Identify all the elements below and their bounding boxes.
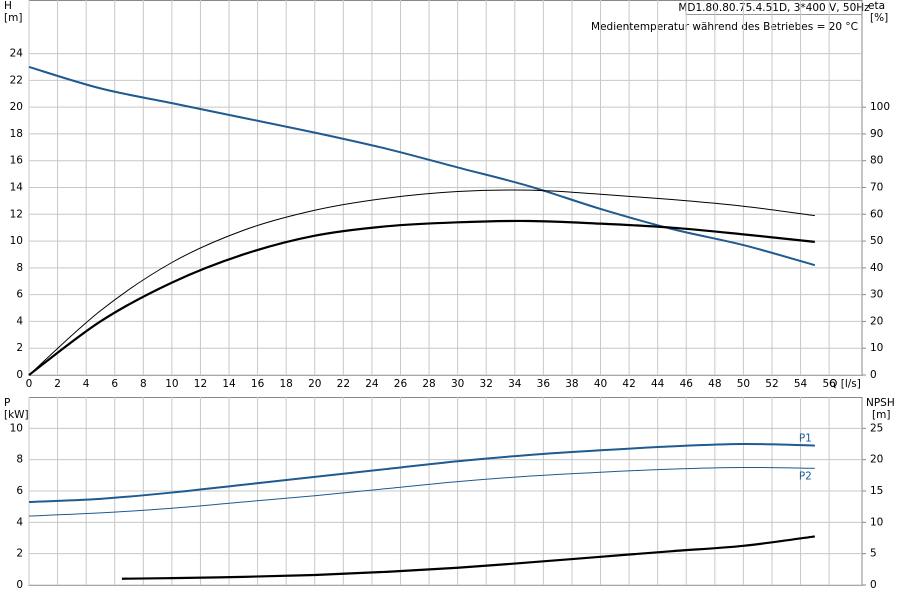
series-label: P1 — [799, 433, 812, 445]
y-tick-label: 10 — [10, 422, 23, 434]
x-tick-label: 38 — [565, 378, 578, 390]
y-tick-label: 8 — [16, 262, 23, 274]
series-line — [121, 535, 815, 580]
x-tick-label: 4 — [83, 378, 90, 390]
x-tick-label: 36 — [537, 378, 551, 390]
x-tick-label: 26 — [394, 378, 408, 390]
y-tick-label: 16 — [10, 155, 24, 167]
y2-tick-label: 90 — [870, 128, 883, 140]
y2-tick-label: 5 — [870, 548, 877, 560]
x-axis-label: Q [l/s] — [829, 378, 861, 390]
y2-tick-label: 30 — [870, 289, 883, 301]
y-tick-label: 0 — [16, 369, 23, 381]
y2-axis-unit: [m] — [872, 409, 890, 421]
x-tick-label: 42 — [622, 378, 635, 390]
y2-tick-label: 20 — [870, 315, 883, 327]
x-tick-label: 12 — [194, 378, 207, 390]
y2-axis-unit: [%] — [870, 12, 888, 24]
x-tick-label: 54 — [794, 378, 808, 390]
series-line — [28, 219, 815, 376]
x-tick-label: 0 — [26, 378, 33, 390]
y-tick-label: 6 — [16, 289, 23, 301]
series-line — [28, 442, 815, 503]
chart-subtitle: Medientemperatur während des Betriebes =… — [591, 21, 858, 33]
x-tick-label: 22 — [337, 378, 350, 390]
y2-axis-label: eta — [868, 0, 885, 12]
x-tick-label: 18 — [279, 378, 292, 390]
x-tick-label: 32 — [480, 378, 493, 390]
y-axis-unit: [m] — [4, 12, 22, 24]
y-tick-label: 6 — [16, 485, 23, 497]
y2-tick-label: 15 — [870, 485, 883, 497]
chart-title: MD1.80.80.75.4.51D, 3*400 V, 50Hz — [678, 2, 870, 14]
y-tick-label: 8 — [16, 454, 23, 466]
x-tick-label: 50 — [737, 378, 750, 390]
y2-tick-label: 10 — [870, 342, 883, 354]
y-tick-label: 2 — [16, 342, 23, 354]
y-tick-label: 12 — [10, 208, 23, 220]
y-axis-unit: [kW] — [4, 409, 29, 421]
x-tick-label: 14 — [222, 378, 236, 390]
y-tick-label: 24 — [10, 48, 24, 60]
x-tick-label: 34 — [508, 378, 522, 390]
series-label: P2 — [799, 470, 812, 482]
y2-tick-label: 0 — [870, 369, 877, 381]
y-tick-label: 4 — [16, 315, 23, 327]
y2-tick-label: 20 — [870, 454, 883, 466]
x-tick-label: 8 — [140, 378, 147, 390]
series-line — [28, 66, 816, 267]
y2-tick-label: 10 — [870, 516, 883, 528]
x-tick-label: 48 — [708, 378, 721, 390]
series-line — [28, 466, 815, 517]
y-tick-label: 0 — [16, 579, 23, 591]
y2-tick-label: 40 — [870, 262, 883, 274]
x-tick-label: 28 — [422, 378, 435, 390]
y-axis-label: P — [4, 397, 10, 409]
x-tick-label: 10 — [165, 378, 178, 390]
x-tick-label: 56 — [822, 378, 836, 390]
x-tick-label: 52 — [765, 378, 778, 390]
y-tick-label: 4 — [16, 516, 23, 528]
x-tick-label: 44 — [651, 378, 665, 390]
x-tick-label: 46 — [680, 378, 694, 390]
series-line — [28, 189, 815, 376]
y2-tick-label: 0 — [870, 579, 877, 591]
x-tick-label: 30 — [451, 378, 464, 390]
y2-tick-label: 50 — [870, 235, 883, 247]
x-tick-label: 16 — [251, 378, 265, 390]
y2-tick-label: 70 — [870, 182, 883, 194]
y-tick-label: 14 — [10, 182, 24, 194]
y-tick-label: 10 — [10, 235, 23, 247]
y2-tick-label: 100 — [870, 101, 890, 113]
y2-tick-label: 80 — [870, 155, 883, 167]
y-axis-label: H — [4, 0, 12, 12]
y2-tick-label: 60 — [870, 208, 883, 220]
y-tick-label: 22 — [10, 74, 23, 86]
x-tick-label: 6 — [111, 378, 118, 390]
y-tick-label: 2 — [16, 548, 23, 560]
y-tick-label: 20 — [10, 101, 23, 113]
y2-axis-label: NPSH — [866, 397, 895, 409]
x-tick-label: 40 — [594, 378, 607, 390]
x-tick-label: 20 — [308, 378, 321, 390]
y2-tick-label: 25 — [870, 422, 883, 434]
x-tick-label: 2 — [54, 378, 61, 390]
x-tick-label: 24 — [365, 378, 379, 390]
y-tick-label: 18 — [10, 128, 23, 140]
